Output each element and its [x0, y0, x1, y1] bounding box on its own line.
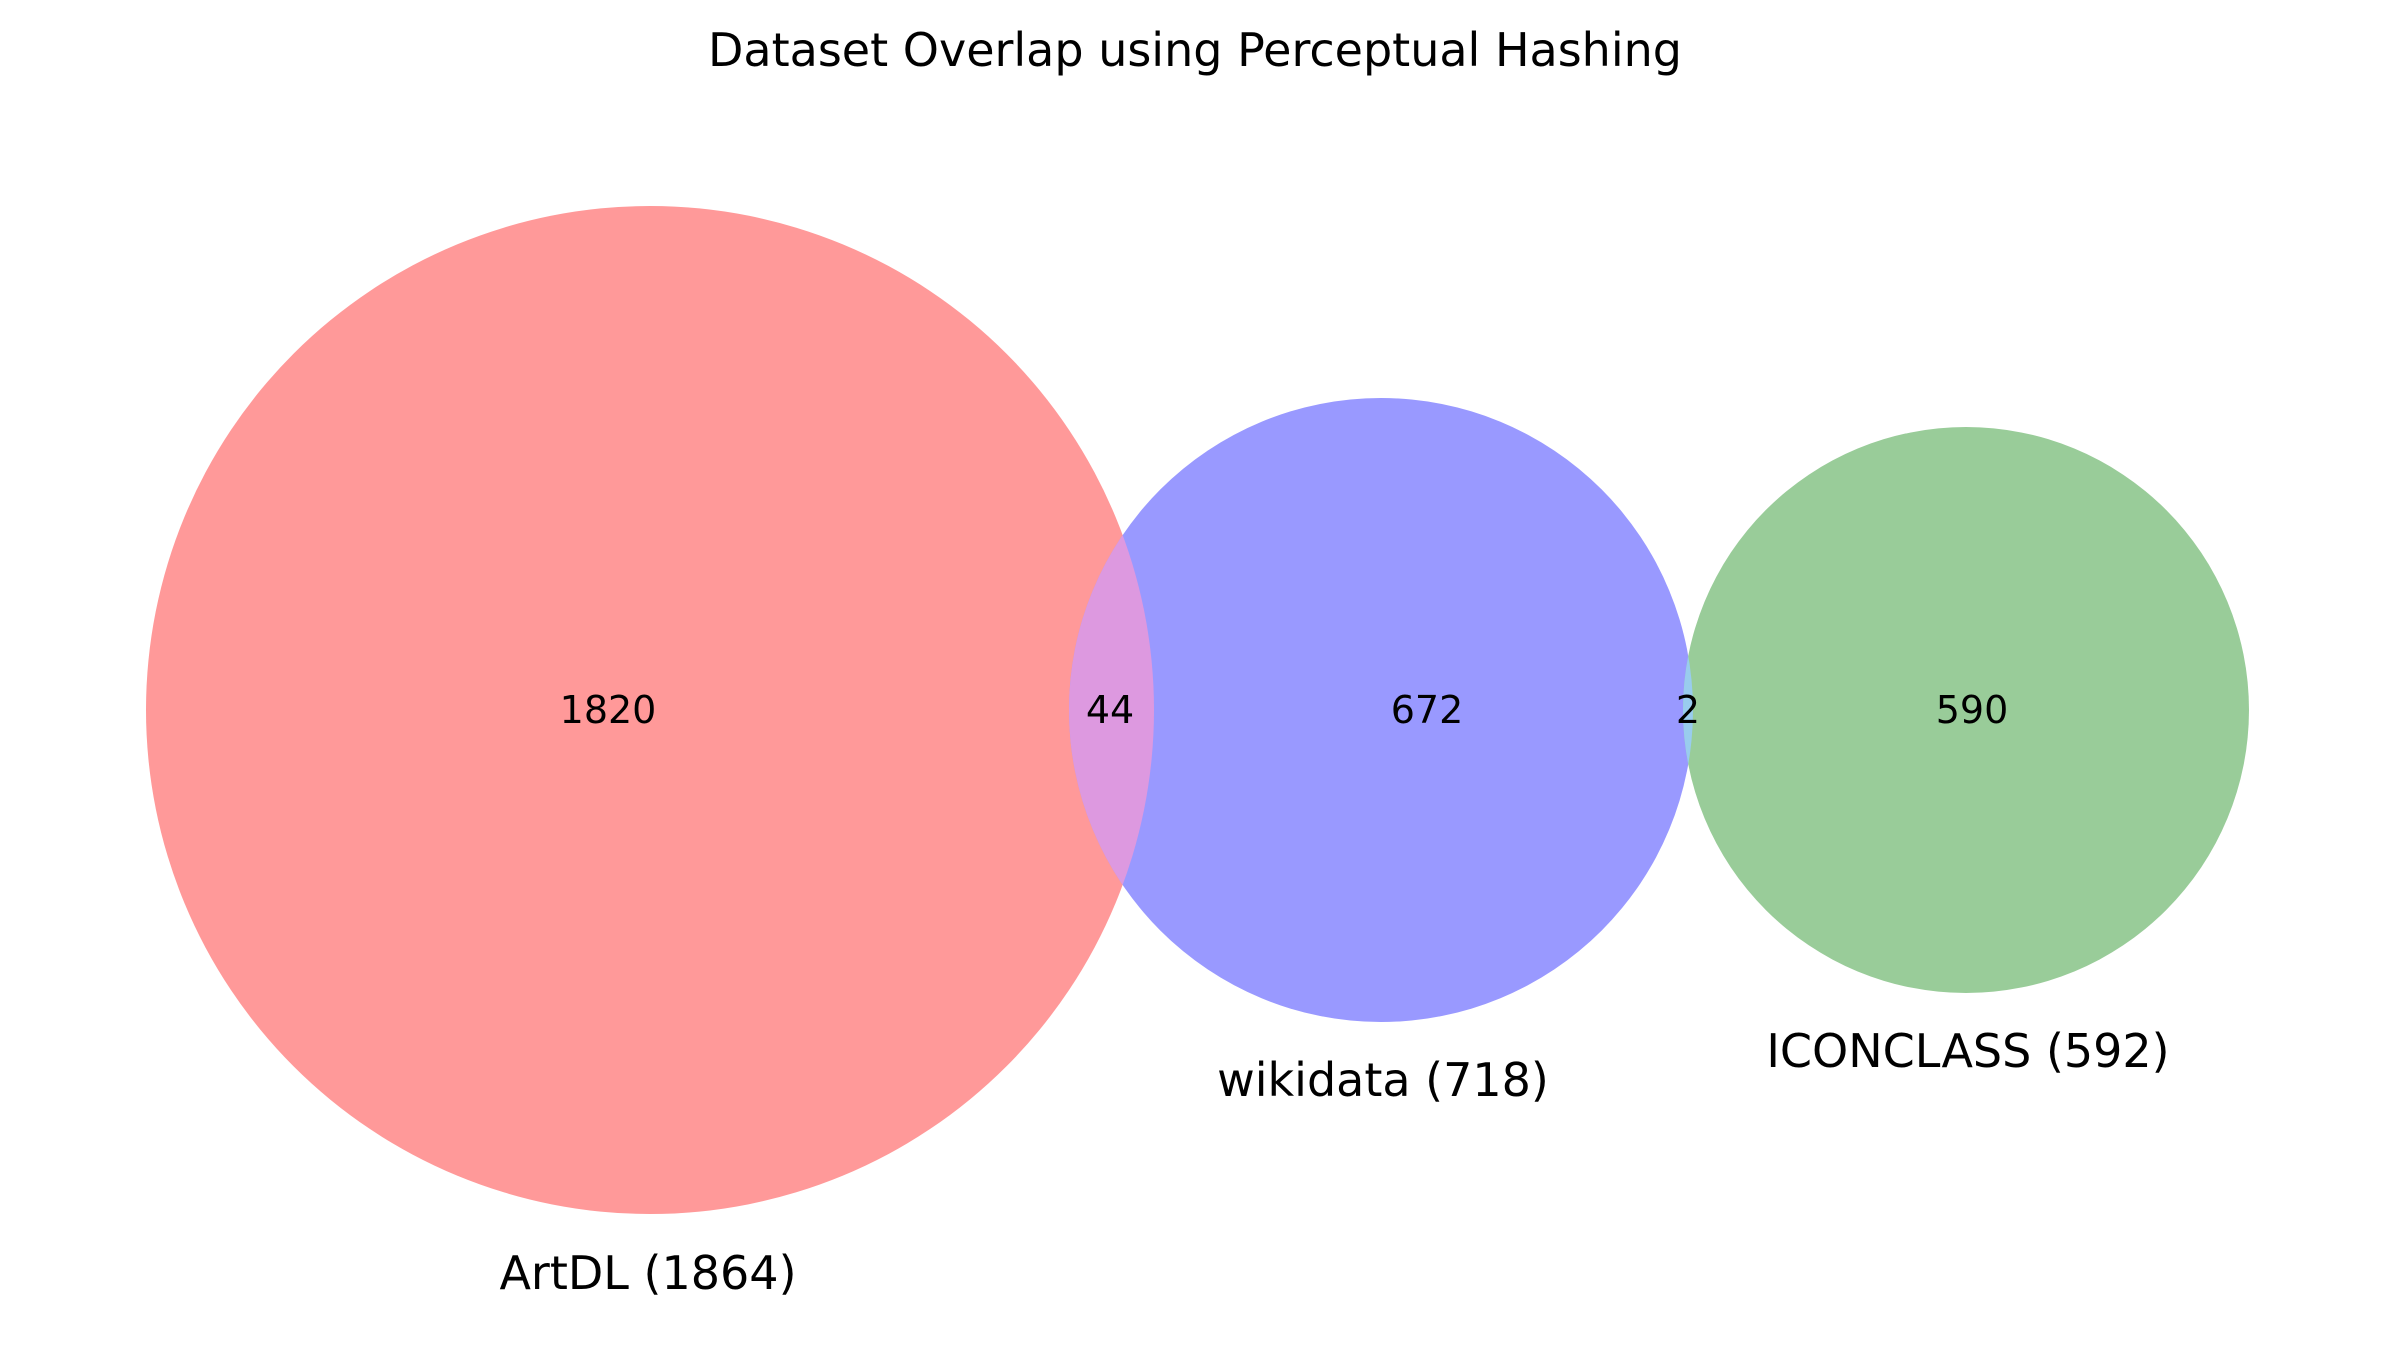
region-label-wikidata-only: 672: [1391, 688, 1464, 732]
chart-title: Dataset Overlap using Perceptual Hashing: [708, 23, 1682, 77]
region-label-iconclass-only: 590: [1936, 688, 2009, 732]
region-label-artdl-wikidata: 44: [1086, 688, 1134, 732]
region-label-wikidata-iconclass: 2: [1676, 688, 1700, 732]
set-label-iconclass: ICONCLASS (592): [1766, 1024, 2169, 1078]
set-label-artdl: ArtDL (1864): [499, 1246, 796, 1300]
set-label-wikidata: wikidata (718): [1217, 1053, 1549, 1107]
iconclass-circle: [1683, 427, 2249, 993]
region-label-artdl-only: 1820: [560, 688, 657, 732]
artdl-circle: [146, 206, 1154, 1214]
wikidata-circle: [1069, 398, 1693, 1022]
